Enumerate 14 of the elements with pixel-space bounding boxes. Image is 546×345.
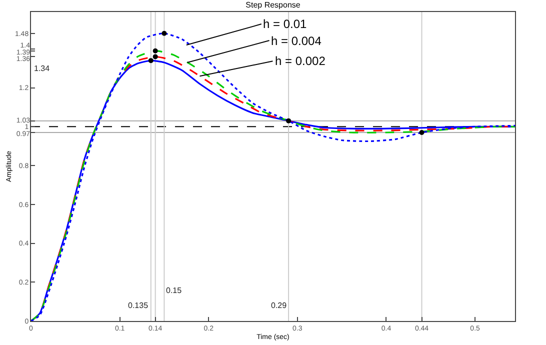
point	[148, 58, 154, 64]
ref-line-label: 0.135	[128, 301, 149, 310]
ref-line-label: 0.15	[166, 286, 182, 295]
ref-line-label: 0.29	[271, 301, 288, 310]
point	[152, 54, 158, 60]
point	[419, 130, 424, 135]
annotation: h = 0.01	[263, 17, 308, 31]
annotation: h = 0.004	[271, 34, 322, 48]
chart-title: Step Response	[246, 0, 301, 10]
annotation: h = 0.002	[275, 54, 326, 68]
point	[286, 118, 292, 124]
annotation: 1.34	[34, 64, 50, 73]
point	[152, 48, 158, 54]
point	[162, 30, 167, 36]
